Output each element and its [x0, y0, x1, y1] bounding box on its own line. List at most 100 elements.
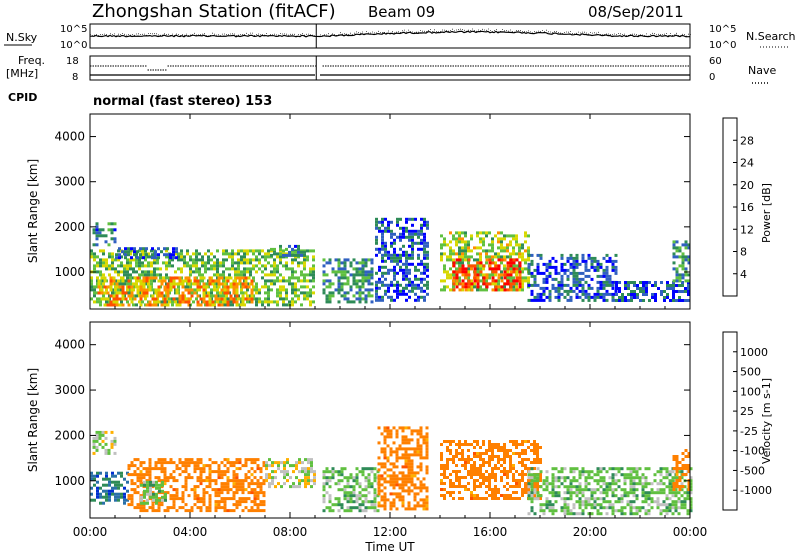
- heatmap-cell: [157, 285, 161, 289]
- heatmap-cell: [252, 258, 255, 262]
- heatmap-cell: [312, 279, 315, 283]
- heatmap-cell: [141, 300, 144, 304]
- heatmap-cell: [488, 473, 491, 476]
- heatmap-cell: [232, 464, 236, 468]
- heatmap-cell: [479, 255, 482, 259]
- heatmap-cell: [401, 495, 405, 499]
- heatmap-cell: [503, 452, 506, 455]
- heatmap-cell: [449, 452, 452, 455]
- heatmap-cell: [485, 452, 488, 455]
- heatmap-cell: [142, 291, 146, 295]
- heatmap-cell: [422, 504, 426, 508]
- heatmap-cell: [358, 491, 362, 495]
- heatmap-cell: [237, 264, 240, 268]
- heatmap-cell: [175, 250, 178, 254]
- heatmap-cell: [343, 491, 347, 495]
- heatmap-cell: [381, 232, 384, 236]
- heatmap-cell: [396, 217, 399, 221]
- heatmap-cell: [102, 501, 105, 505]
- heatmap-cell: [340, 285, 344, 289]
- heatmap-cell: [636, 284, 639, 287]
- heatmap-cell: [196, 497, 200, 501]
- heatmap-cell: [675, 299, 678, 302]
- heatmap-cell: [497, 231, 500, 235]
- heatmap-cell: [373, 509, 377, 513]
- heatmap-cell: [684, 290, 687, 293]
- heatmap-cell: [381, 235, 384, 239]
- heatmap-cell: [678, 249, 682, 253]
- heatmap-cell: [172, 276, 176, 280]
- heatmap-cell: [605, 506, 609, 510]
- heatmap-cell: [392, 441, 396, 445]
- heatmap-cell: [518, 473, 521, 476]
- heatmap-cell: [656, 482, 660, 486]
- heatmap-cell: [581, 503, 585, 507]
- heatmap-cell: [216, 264, 219, 268]
- heatmap-cell: [205, 491, 209, 495]
- heatmap-cell: [422, 438, 426, 442]
- heatmap-cell: [93, 267, 96, 271]
- heatmap-cell: [160, 303, 164, 307]
- heatmap-cell: [485, 479, 488, 482]
- heatmap-cell: [608, 467, 612, 471]
- heatmap-cell: [105, 492, 108, 496]
- heatmap-cell: [192, 264, 195, 268]
- heatmap-cell: [223, 288, 227, 292]
- heatmap-cell: [405, 220, 408, 224]
- heatmap-cell: [584, 292, 588, 296]
- heatmap-cell: [476, 440, 479, 443]
- heatmap-cell: [479, 467, 482, 470]
- heatmap-cell: [364, 288, 368, 292]
- heatmap-cell: [367, 258, 371, 262]
- heatmap-cell: [590, 295, 594, 299]
- heatmap-cell: [328, 279, 332, 283]
- heatmap-cell: [557, 494, 561, 498]
- heatmap-cell: [127, 247, 130, 251]
- heatmap-cell: [575, 274, 579, 278]
- heatmap-cell: [166, 247, 169, 251]
- heatmap-cell: [539, 292, 543, 296]
- y-tick-label: 4000: [54, 130, 85, 144]
- heatmap-cell: [114, 492, 117, 496]
- heatmap-cell: [464, 252, 467, 256]
- heatmap-cell: [130, 464, 134, 468]
- heatmap-cell: [367, 500, 371, 504]
- heatmap-cell: [662, 467, 666, 471]
- heatmap-cell: [115, 291, 119, 295]
- heatmap-cell: [681, 485, 685, 488]
- heatmap-cell: [482, 461, 485, 464]
- heatmap-cell: [611, 283, 615, 287]
- heatmap-cell: [184, 509, 188, 513]
- heatmap-cell: [650, 506, 654, 510]
- heatmap-cell: [627, 281, 630, 284]
- heatmap-cell: [395, 477, 399, 481]
- heatmap-cell: [208, 497, 212, 501]
- heatmap-cell: [497, 258, 501, 262]
- heatmap-cell: [417, 295, 420, 299]
- heatmap-cell: [515, 273, 518, 277]
- heatmap-cell: [232, 297, 236, 301]
- heatmap-cell: [246, 270, 249, 274]
- heatmap-cell: [569, 265, 573, 269]
- heatmap-cell: [152, 495, 155, 499]
- heatmap-cell: [105, 489, 108, 493]
- heatmap-cell: [405, 250, 408, 254]
- y-tick-label: 2000: [54, 220, 85, 234]
- heatmap-cell: [105, 264, 108, 268]
- heatmap-cell: [584, 295, 588, 299]
- heatmap-cell: [250, 491, 254, 495]
- heatmap-cell: [358, 273, 362, 277]
- heatmap-cell: [413, 429, 417, 433]
- heatmap-cell: [681, 276, 685, 280]
- heatmap-cell: [115, 300, 119, 304]
- heatmap-cell: [285, 297, 288, 301]
- heatmap-cell: [396, 280, 399, 284]
- heatmap-cell: [587, 298, 591, 302]
- heatmap-cell: [411, 289, 414, 293]
- heatmap-cell: [258, 297, 261, 301]
- heatmap-cell: [488, 488, 491, 491]
- heatmap-cell: [518, 497, 521, 500]
- heatmap-cell: [393, 238, 396, 242]
- heatmap-cell: [340, 488, 344, 492]
- heatmap-cell: [130, 473, 134, 477]
